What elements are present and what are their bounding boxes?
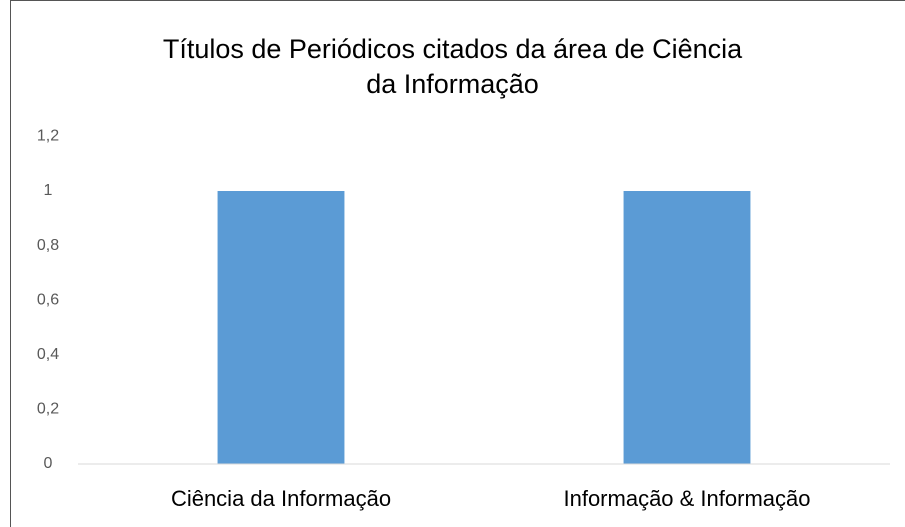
x-tick-label: Informação & Informação [563,486,810,511]
bar [217,191,345,464]
y-tick-label: 0,4 [37,346,59,363]
y-tick-label: 0,2 [37,401,59,418]
chart-border [10,0,905,527]
y-tick-label: 1,2 [37,128,59,145]
y-tick-label: 0 [44,455,53,472]
y-tick-label: 0,6 [37,291,59,308]
y-tick-label: 1 [44,182,53,199]
chart-title: Títulos de Periódicos citados da área de… [162,34,743,99]
y-tick-label: 0,8 [37,237,59,254]
bar [623,191,751,464]
x-tick-label: Ciência da Informação [171,486,391,511]
